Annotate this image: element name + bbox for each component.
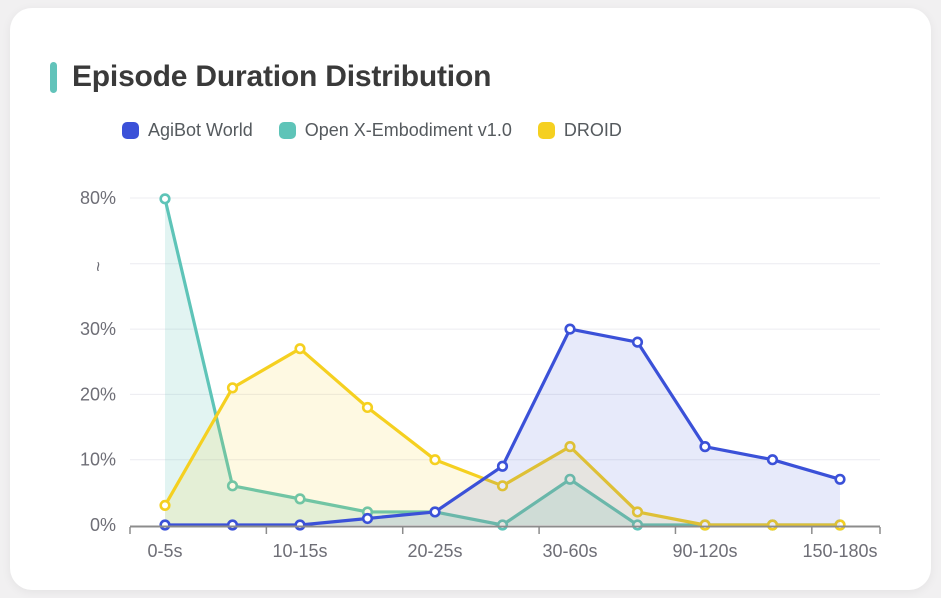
legend-swatch-droid xyxy=(537,122,555,139)
data-point-marker-droid[interactable] xyxy=(159,499,171,512)
data-point-marker-droid[interactable] xyxy=(294,343,306,355)
data-point-marker-droid[interactable] xyxy=(631,506,644,518)
series-area-open-x-embodiment-v1-0 xyxy=(165,198,840,525)
legend-swatch-agibot-world xyxy=(122,122,139,139)
legend-item-droid[interactable]: DROID xyxy=(537,120,622,141)
x-axis-label: 90-120s xyxy=(672,541,737,561)
data-point-marker-agibot-world[interactable] xyxy=(699,441,711,453)
chart-legend: AgiBot World Open X-Embodiment v1.0 DROI… xyxy=(122,120,622,141)
data-point-marker-agibot-world[interactable] xyxy=(361,512,374,525)
data-point-marker-droid[interactable] xyxy=(496,480,509,492)
x-axis-label: 10-15s xyxy=(272,541,327,561)
legend-item-label: DROID xyxy=(563,120,622,140)
data-point-marker-open-x-embodiment-v1-0[interactable] xyxy=(564,473,576,485)
page-title: Episode Duration Distribution xyxy=(72,60,492,93)
data-point-marker-agibot-world[interactable] xyxy=(294,519,306,531)
data-point-marker-agibot-world[interactable] xyxy=(564,323,576,335)
y-axis-label: 0% xyxy=(90,515,116,535)
x-axis-label: 150-180s xyxy=(802,541,877,561)
y-axis-break-symbol: ~ xyxy=(88,261,108,272)
data-point-marker-agibot-world[interactable] xyxy=(766,454,779,466)
data-point-marker-open-x-embodiment-v1-0[interactable] xyxy=(159,193,171,205)
chart-card: Episode Duration Distribution AgiBot Wor… xyxy=(10,8,931,590)
data-point-marker-open-x-embodiment-v1-0[interactable] xyxy=(226,480,239,492)
title-accent-bar xyxy=(50,61,57,93)
data-point-marker-droid[interactable] xyxy=(226,382,239,394)
data-point-marker-agibot-world[interactable] xyxy=(631,336,644,348)
data-point-marker-agibot-world[interactable] xyxy=(496,460,509,472)
y-axis-label: 10% xyxy=(80,450,116,470)
data-point-marker-droid[interactable] xyxy=(361,401,374,414)
data-point-marker-agibot-world[interactable] xyxy=(226,519,239,531)
data-point-marker-agibot-world[interactable] xyxy=(429,506,441,518)
data-point-marker-droid[interactable] xyxy=(564,441,576,453)
data-point-marker-agibot-world[interactable] xyxy=(834,473,846,485)
legend-swatch-open-x-embodiment xyxy=(278,122,296,139)
title-row: Episode Duration Distribution xyxy=(50,60,491,94)
data-point-marker-open-x-embodiment-v1-0[interactable] xyxy=(294,493,306,505)
x-axis-label: 0-5s xyxy=(147,541,182,561)
y-axis-label: 80% xyxy=(80,188,116,208)
x-axis-label: 20-25s xyxy=(407,541,462,561)
legend-item-agibot-world[interactable]: AgiBot World xyxy=(122,120,253,141)
series-area-droid xyxy=(165,348,840,525)
y-axis-label: 20% xyxy=(80,384,116,404)
legend-item-open-x-embodiment[interactable]: Open X-Embodiment v1.0 xyxy=(278,120,512,141)
series-area-agibot-world xyxy=(165,329,840,525)
legend-item-label: AgiBot World xyxy=(148,120,253,140)
data-point-marker-droid[interactable] xyxy=(429,454,441,466)
chart-canvas[interactable]: 0% 10% 20% 30% ~80% 0-5s 10-15s 20-25s 30-60s 90-… xyxy=(10,8,941,598)
y-axis-label: 30% xyxy=(80,319,116,339)
legend-item-label: Open X-Embodiment v1.0 xyxy=(304,120,512,140)
x-axis-label: 30-60s xyxy=(542,541,597,561)
data-point-marker-agibot-world[interactable] xyxy=(159,519,171,531)
